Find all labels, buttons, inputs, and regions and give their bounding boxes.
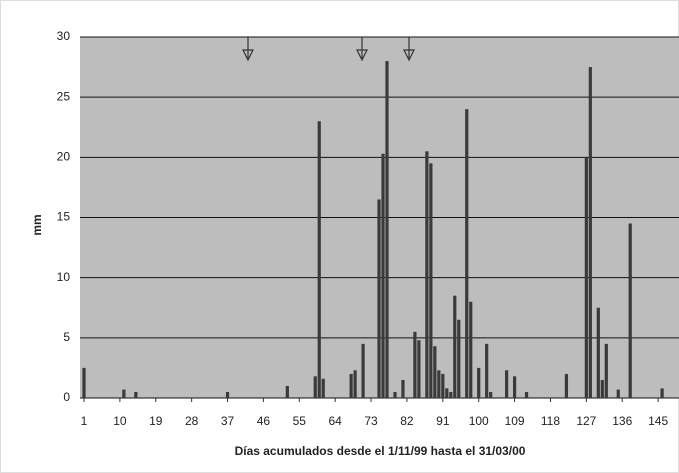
arrow — [403, 37, 415, 62]
x-tick-label: 37 — [221, 414, 235, 428]
bar — [433, 346, 437, 398]
bar — [225, 391, 230, 398]
x-axis-title: Días acumulados desde el 1/11/99 hasta e… — [235, 444, 526, 458]
bar — [353, 370, 357, 398]
bar — [596, 307, 600, 398]
bar — [381, 153, 385, 398]
y-tick-label: 15 — [57, 210, 71, 224]
bar — [604, 343, 608, 398]
bars — [82, 61, 664, 399]
bar — [564, 373, 569, 398]
bar — [134, 391, 138, 398]
bar — [628, 223, 632, 398]
arrow — [242, 37, 254, 62]
bar — [445, 388, 449, 398]
bar — [317, 121, 321, 398]
bar — [457, 319, 461, 398]
x-tick-label: 64 — [328, 414, 342, 428]
x-tick-label: 100 — [469, 414, 489, 428]
bar — [512, 376, 517, 398]
bar — [660, 388, 664, 398]
x-tick-label: 73 — [364, 414, 378, 428]
bar — [584, 157, 588, 398]
bar — [616, 389, 620, 398]
x-tick-label: 91 — [436, 414, 450, 428]
x-tick-label: 55 — [293, 414, 307, 428]
y-axis-title: mm — [30, 214, 44, 235]
bar — [524, 391, 529, 398]
y-tick-label: 20 — [57, 150, 71, 164]
bar — [449, 391, 453, 398]
bar — [437, 370, 441, 398]
x-tick-label: 109 — [505, 414, 525, 428]
x-tick-label: 127 — [576, 414, 596, 428]
bar — [401, 379, 405, 398]
bar — [477, 367, 481, 398]
bar — [417, 340, 421, 398]
bar — [600, 379, 604, 398]
x-tick-label: 145 — [648, 414, 668, 428]
y-tick-label: 0 — [63, 390, 70, 404]
y-tick-label: 5 — [63, 330, 70, 344]
bar — [588, 67, 592, 398]
bar — [321, 378, 325, 398]
bar — [489, 391, 493, 398]
bar — [469, 301, 473, 398]
x-tick-label: 28 — [185, 414, 199, 428]
bar — [122, 389, 126, 398]
bar — [82, 367, 86, 398]
x-tick-label: 19 — [149, 414, 163, 428]
x-tick-label: 136 — [612, 414, 632, 428]
x-tick-label: 10 — [113, 414, 127, 428]
bar — [441, 373, 445, 398]
bar — [465, 109, 469, 398]
y-tick-label: 25 — [57, 89, 71, 103]
x-tick-label: 46 — [257, 414, 271, 428]
bar — [505, 370, 509, 398]
arrow — [356, 37, 368, 62]
bar — [377, 199, 381, 398]
bar — [313, 376, 317, 398]
y-tick-label: 10 — [57, 270, 71, 284]
y-tick-label: 30 — [57, 29, 71, 43]
x-tick-label: 82 — [400, 414, 414, 428]
bar — [393, 391, 397, 398]
bar — [285, 385, 289, 398]
bar — [453, 295, 457, 398]
bar — [425, 151, 429, 398]
x-tick-label: 118 — [541, 414, 560, 428]
bar — [385, 61, 389, 399]
bar — [429, 163, 433, 398]
bar — [349, 373, 353, 398]
x-tick-label: 1 — [81, 414, 88, 428]
bar — [485, 343, 489, 398]
bar — [361, 343, 365, 398]
bar — [413, 331, 417, 398]
arrows — [242, 37, 415, 62]
